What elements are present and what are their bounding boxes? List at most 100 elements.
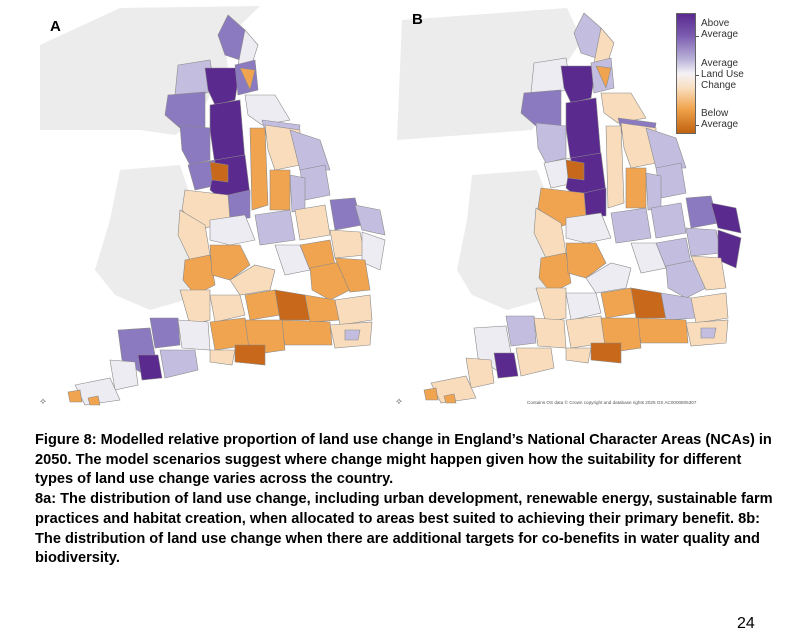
nca-region	[274, 289, 311, 321]
nca-region	[354, 204, 386, 236]
nca-region	[635, 317, 689, 344]
nca-region	[565, 347, 592, 364]
map-a-svg	[40, 6, 386, 406]
nca-region	[443, 393, 457, 404]
legend-label-above: Above Average	[701, 18, 739, 40]
nca-region	[423, 387, 439, 401]
nca-region	[159, 349, 199, 379]
england-regions-b	[423, 12, 742, 404]
nca-region	[650, 202, 687, 239]
nca-region	[610, 207, 652, 244]
nca-region	[244, 289, 281, 321]
nca-region	[690, 255, 727, 291]
nca-region	[515, 347, 555, 377]
nca-region	[329, 229, 366, 259]
nca-region	[690, 292, 729, 324]
caption-body: 8a: The distribution of land use change,…	[35, 491, 773, 567]
nca-region	[334, 257, 371, 293]
figure-caption: Figure 8: Modelled relative proportion o…	[35, 431, 775, 569]
nca-region	[565, 97, 602, 164]
nca-region	[717, 229, 742, 269]
nca-region	[87, 395, 101, 406]
nca-region	[533, 317, 567, 349]
nca-region	[565, 212, 612, 244]
nca-region	[229, 264, 276, 296]
nca-region	[254, 209, 296, 246]
nca-region	[239, 67, 256, 91]
nca-region	[630, 287, 667, 319]
nca-region	[264, 124, 301, 171]
legend-tick-above	[696, 36, 699, 37]
nca-region	[294, 204, 331, 241]
nca-region	[209, 99, 246, 166]
background-landmass	[40, 6, 260, 310]
nca-region	[565, 292, 602, 321]
nca-region	[560, 65, 597, 104]
north-arrow-icon: ⟡	[40, 396, 46, 406]
nca-region	[620, 122, 657, 169]
nca-region	[645, 127, 687, 169]
nca-region	[209, 294, 246, 323]
panel-label-b: B	[412, 11, 423, 28]
map-b-svg	[397, 8, 742, 404]
os-attribution: Contains OS data © Crown copyright and d…	[527, 400, 697, 405]
nca-region	[645, 172, 662, 211]
nca-region	[361, 231, 386, 271]
nca-region	[685, 195, 719, 229]
nca-region	[585, 262, 632, 294]
nca-region	[595, 65, 612, 89]
nca-region	[209, 244, 251, 281]
nca-region	[217, 14, 246, 61]
nca-region	[289, 129, 331, 171]
nca-region	[590, 342, 622, 364]
nca-region	[344, 329, 361, 341]
nca-region	[700, 327, 717, 339]
nca-region	[535, 287, 567, 324]
nca-region	[535, 122, 567, 164]
nca-region	[660, 292, 697, 321]
nca-region	[149, 317, 181, 349]
nca-region	[304, 294, 341, 323]
legend-tick-below	[696, 125, 699, 126]
nca-region	[177, 319, 211, 351]
caption-title: Figure 8: Modelled relative proportion o…	[35, 432, 772, 488]
nca-region	[204, 67, 241, 106]
nca-region	[600, 287, 637, 319]
nca-region	[309, 261, 351, 301]
nca-region	[67, 389, 83, 403]
nca-region	[209, 214, 256, 246]
nca-region	[289, 174, 306, 213]
nca-region	[182, 254, 216, 296]
legend-gradient-bar	[676, 13, 696, 134]
north-arrow-icon: ⟡	[396, 396, 402, 406]
nca-region	[234, 344, 266, 366]
figure-8: A ⟡ B ⟡ Above Average Average Land Use C…	[0, 0, 790, 412]
nca-region	[685, 227, 722, 257]
nca-region	[249, 127, 269, 211]
map-panel-a: A ⟡	[0, 0, 395, 412]
nca-region	[179, 124, 211, 166]
nca-region	[665, 259, 707, 299]
nca-region	[710, 202, 742, 234]
nca-region	[329, 197, 363, 231]
nca-region	[465, 357, 495, 389]
legend-label-average: Average Land Use Change	[701, 58, 744, 91]
nca-region	[605, 125, 625, 209]
map-panel-b: B ⟡	[392, 0, 790, 412]
page-number: 24	[737, 615, 755, 632]
nca-region	[209, 161, 229, 183]
england-regions-a	[67, 14, 386, 406]
nca-region	[583, 187, 607, 217]
nca-region	[137, 354, 163, 381]
nca-region	[109, 359, 139, 391]
nca-region	[269, 169, 291, 211]
legend-label-below: Below Average	[701, 108, 739, 130]
legend-tick-average	[696, 75, 699, 76]
nca-region	[179, 289, 211, 326]
nca-region	[209, 349, 236, 366]
nca-region	[334, 294, 373, 326]
nca-region	[279, 319, 333, 346]
wales-landmass	[457, 170, 552, 310]
nca-region	[625, 167, 647, 209]
nca-region	[565, 159, 585, 181]
